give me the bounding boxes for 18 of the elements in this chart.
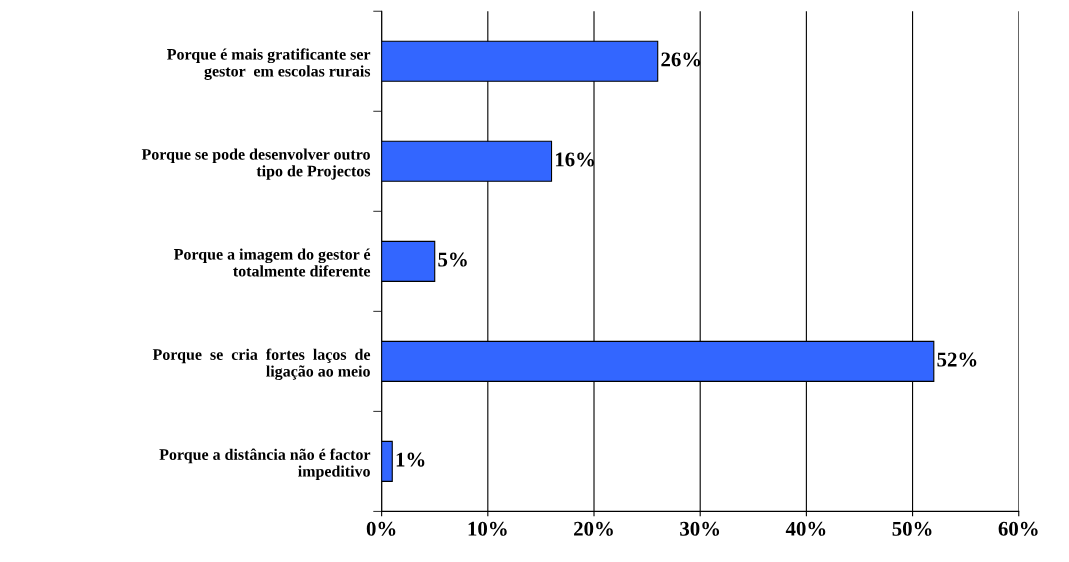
y-tick-label: Porque é mais gratificante ser gestor em escolas rurais [167,48,371,80]
data-label: 52% [937,352,977,367]
y-tick-label: Porque a imagem do gestor é totalmente diferente [173,248,371,277]
x-tick-label: 30% [680,521,720,536]
y-tick-label: Porque se pode desenvolver outro tipo de Projectos [141,148,371,180]
bar [381,240,436,282]
y-tick-label: Porque se cria fortes laços de ligação ao meio [152,348,371,380]
x-tick-label: 50% [892,521,932,536]
bar [381,440,393,482]
x-tick-label: 60% [998,521,1038,536]
data-label: 1% [396,452,425,467]
data-label: 16% [555,152,595,167]
x-tick-label: 0% [366,521,396,536]
y-tick-label: Porque a distância não é factor impeditivo [159,448,371,480]
x-tick-label: 10% [468,521,507,536]
data-label: 5% [438,252,467,267]
x-tick-label: 40% [785,521,826,536]
x-tick-label: 20% [574,521,613,536]
